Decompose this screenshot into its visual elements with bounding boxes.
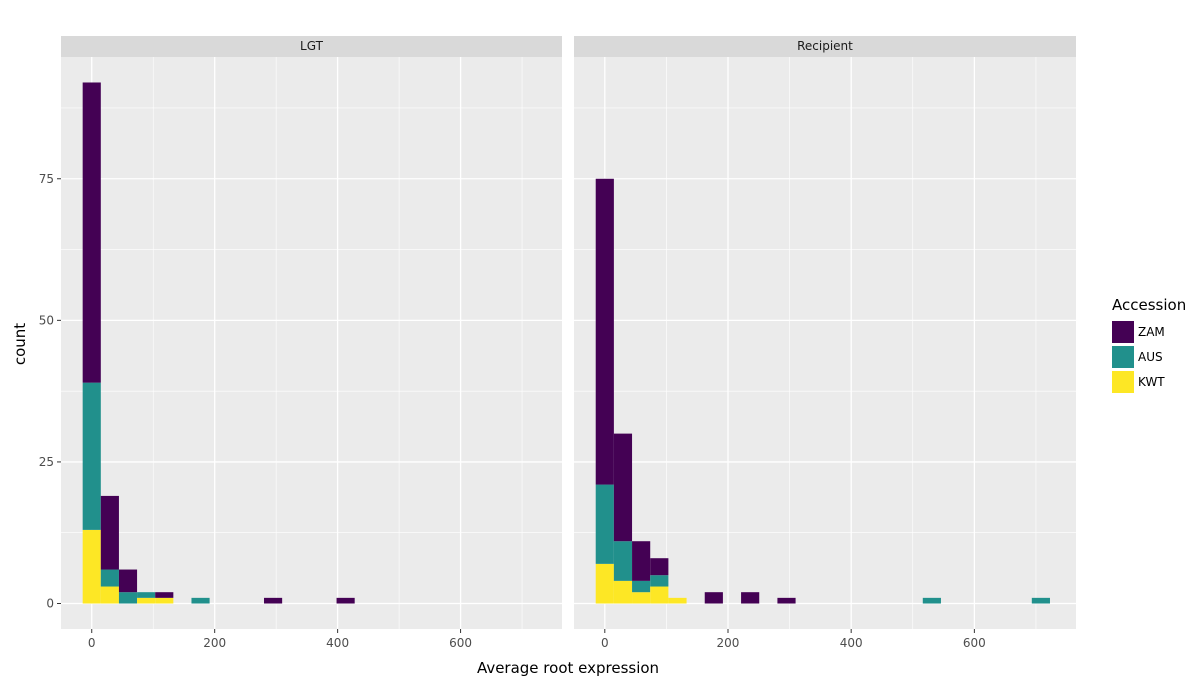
- bar-aus: [100, 569, 119, 587]
- bar-aus: [1031, 597, 1050, 604]
- y-tick-label: 75: [39, 172, 54, 186]
- bar-kwt: [155, 597, 174, 604]
- facet-strip-label: Recipient: [797, 39, 853, 53]
- legend-label: AUS: [1138, 350, 1163, 364]
- bar-aus: [137, 592, 156, 598]
- legend-key-zam: [1112, 321, 1134, 343]
- bar-aus: [613, 541, 633, 581]
- x-tick-label: 600: [963, 636, 986, 650]
- bar-kwt: [668, 597, 687, 604]
- x-tick-label: 200: [203, 636, 226, 650]
- x-tick-label: 400: [326, 636, 349, 650]
- facet-panels: LGT 0 200 400 600 0 25 50 75 Recipient 0 200 400 600: [39, 36, 1076, 650]
- bar-zam: [704, 592, 723, 604]
- x-tick-label: 0: [601, 636, 609, 650]
- bar-zam: [613, 433, 633, 542]
- bar-zam: [118, 569, 138, 593]
- y-axis-title: count: [11, 323, 29, 365]
- legend: Accession ZAM AUS KWT: [1112, 296, 1186, 393]
- bar-aus: [922, 597, 941, 604]
- panel-background: [574, 57, 1076, 629]
- bar-zam: [82, 82, 101, 383]
- x-tick-label: 400: [840, 636, 863, 650]
- bar-zam: [632, 541, 651, 581]
- x-tick-label: 0: [88, 636, 96, 650]
- bar-aus: [82, 382, 101, 530]
- legend-key-kwt: [1112, 371, 1134, 393]
- legend-label: ZAM: [1138, 325, 1165, 339]
- bar-kwt: [613, 580, 633, 604]
- panel-background: [61, 57, 562, 629]
- bar-zam: [100, 495, 119, 570]
- bar-zam: [650, 558, 669, 576]
- bar-aus: [191, 597, 210, 604]
- facet-strip: [61, 36, 562, 57]
- bar-zam: [155, 592, 174, 598]
- bar-aus: [632, 580, 651, 593]
- bar-aus: [595, 484, 614, 564]
- bar-kwt: [632, 592, 651, 604]
- y-tick-label: 50: [39, 313, 54, 327]
- bar-kwt: [82, 529, 101, 604]
- legend-key-aus: [1112, 346, 1134, 368]
- facet-recipient: Recipient 0 200 400 600: [574, 36, 1076, 650]
- bar-kwt: [100, 586, 119, 604]
- bar-zam: [777, 597, 796, 604]
- bar-zam: [595, 178, 614, 485]
- bar-kwt: [137, 597, 156, 604]
- x-tick-label: 200: [717, 636, 740, 650]
- x-axis-title: Average root expression: [477, 659, 659, 677]
- x-tick-label: 600: [449, 636, 472, 650]
- y-tick-label: 0: [46, 597, 54, 611]
- bar-zam: [336, 597, 355, 604]
- bar-aus: [650, 575, 669, 587]
- bar-zam: [741, 592, 760, 604]
- facet-strip: [574, 36, 1076, 57]
- facet-lgt: LGT 0 200 400 600 0 25 50 75: [39, 36, 562, 650]
- bar-kwt: [650, 586, 669, 604]
- bar-kwt: [595, 563, 614, 604]
- facet-strip-label: LGT: [300, 39, 324, 53]
- y-tick-label: 25: [39, 455, 54, 469]
- legend-title: Accession: [1112, 296, 1186, 314]
- legend-label: KWT: [1138, 375, 1165, 389]
- bar-zam: [264, 597, 283, 604]
- bar-aus: [118, 592, 138, 604]
